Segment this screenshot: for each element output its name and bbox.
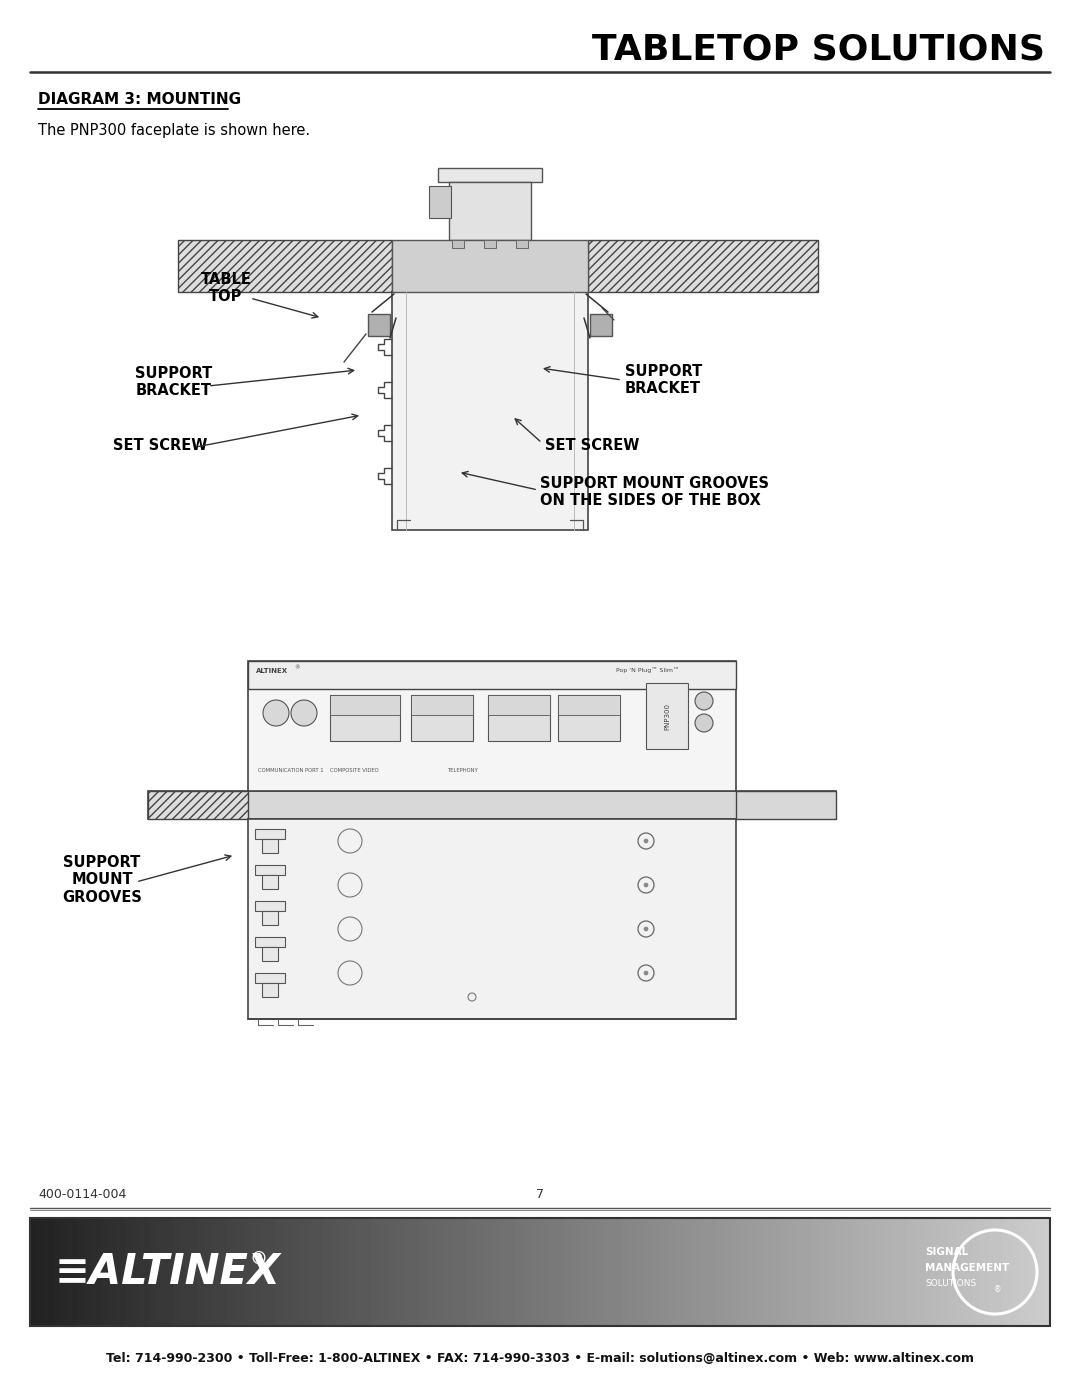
Bar: [484, 240, 496, 249]
Bar: [262, 840, 278, 854]
Bar: [392, 240, 588, 292]
Text: SIGNAL: SIGNAL: [924, 1248, 969, 1257]
Circle shape: [644, 928, 648, 930]
Bar: [411, 694, 473, 715]
Text: SUPPORT
BRACKET: SUPPORT BRACKET: [625, 363, 702, 397]
Bar: [255, 972, 285, 983]
Bar: [262, 911, 278, 925]
Bar: [330, 694, 400, 715]
Bar: [429, 186, 451, 218]
Text: 7: 7: [536, 1187, 544, 1200]
Bar: [255, 828, 285, 840]
Bar: [449, 182, 531, 240]
Text: SUPPORT
MOUNT
GROOVES: SUPPORT MOUNT GROOVES: [62, 855, 141, 905]
Circle shape: [291, 700, 318, 726]
Text: SUPPORT MOUNT GROOVES
ON THE SIDES OF THE BOX: SUPPORT MOUNT GROOVES ON THE SIDES OF TH…: [540, 476, 769, 509]
Bar: [248, 661, 735, 689]
Text: MANAGEMENT: MANAGEMENT: [924, 1263, 1009, 1273]
Circle shape: [644, 883, 648, 887]
Bar: [488, 694, 550, 715]
Text: SET SCREW: SET SCREW: [112, 437, 207, 453]
Text: TABLE
TOP: TABLE TOP: [201, 272, 252, 305]
Circle shape: [696, 714, 713, 732]
Bar: [588, 240, 818, 292]
Bar: [255, 901, 285, 911]
Bar: [248, 819, 735, 1018]
Circle shape: [696, 692, 713, 710]
Text: Tel: 714-990-2300 • Toll-Free: 1-800-ALTINEX • FAX: 714-990-3303 • E-mail: solut: Tel: 714-990-2300 • Toll-Free: 1-800-ALT…: [106, 1351, 974, 1365]
Text: ®: ®: [994, 1285, 1001, 1295]
Bar: [262, 875, 278, 888]
Circle shape: [264, 700, 289, 726]
Bar: [590, 314, 612, 337]
Bar: [148, 791, 248, 819]
Text: Pop 'N Plug™ Slim™: Pop 'N Plug™ Slim™: [616, 668, 679, 673]
Text: DIAGRAM 3: MOUNTING: DIAGRAM 3: MOUNTING: [38, 92, 241, 108]
Bar: [735, 791, 836, 819]
Bar: [148, 791, 836, 819]
Text: TELEPHONY: TELEPHONY: [448, 768, 478, 774]
Bar: [178, 240, 392, 292]
Bar: [488, 694, 550, 740]
Bar: [558, 694, 620, 740]
Text: 400-0114-004: 400-0114-004: [38, 1187, 126, 1200]
Circle shape: [644, 971, 648, 975]
Circle shape: [644, 840, 648, 842]
Text: TABLETOP SOLUTIONS: TABLETOP SOLUTIONS: [592, 34, 1045, 67]
Bar: [255, 937, 285, 947]
Bar: [248, 661, 735, 791]
Bar: [453, 240, 464, 249]
Bar: [558, 694, 620, 715]
Text: ®: ®: [294, 665, 299, 671]
Text: The PNP300 faceplate is shown here.: The PNP300 faceplate is shown here.: [38, 123, 310, 137]
Bar: [255, 865, 285, 875]
Bar: [411, 694, 473, 740]
Bar: [646, 683, 688, 749]
Text: ®: ®: [249, 1250, 268, 1268]
Text: COMPOSITE VIDEO: COMPOSITE VIDEO: [330, 768, 379, 774]
Bar: [368, 314, 390, 337]
Bar: [516, 240, 528, 249]
Text: COMMUNICATION PORT 1: COMMUNICATION PORT 1: [258, 768, 324, 774]
Text: ALTINEX: ALTINEX: [256, 668, 288, 673]
Text: PNP300: PNP300: [664, 703, 670, 729]
Bar: [30, 1218, 1050, 1326]
Bar: [392, 292, 588, 529]
Bar: [438, 168, 542, 182]
Text: SOLUTIONS: SOLUTIONS: [924, 1278, 976, 1288]
Text: ≡ALTINEX: ≡ALTINEX: [55, 1250, 281, 1294]
Bar: [262, 983, 278, 997]
Bar: [330, 694, 400, 740]
Bar: [262, 947, 278, 961]
Text: SET SCREW: SET SCREW: [545, 437, 639, 453]
Text: SUPPORT
BRACKET: SUPPORT BRACKET: [135, 366, 213, 398]
